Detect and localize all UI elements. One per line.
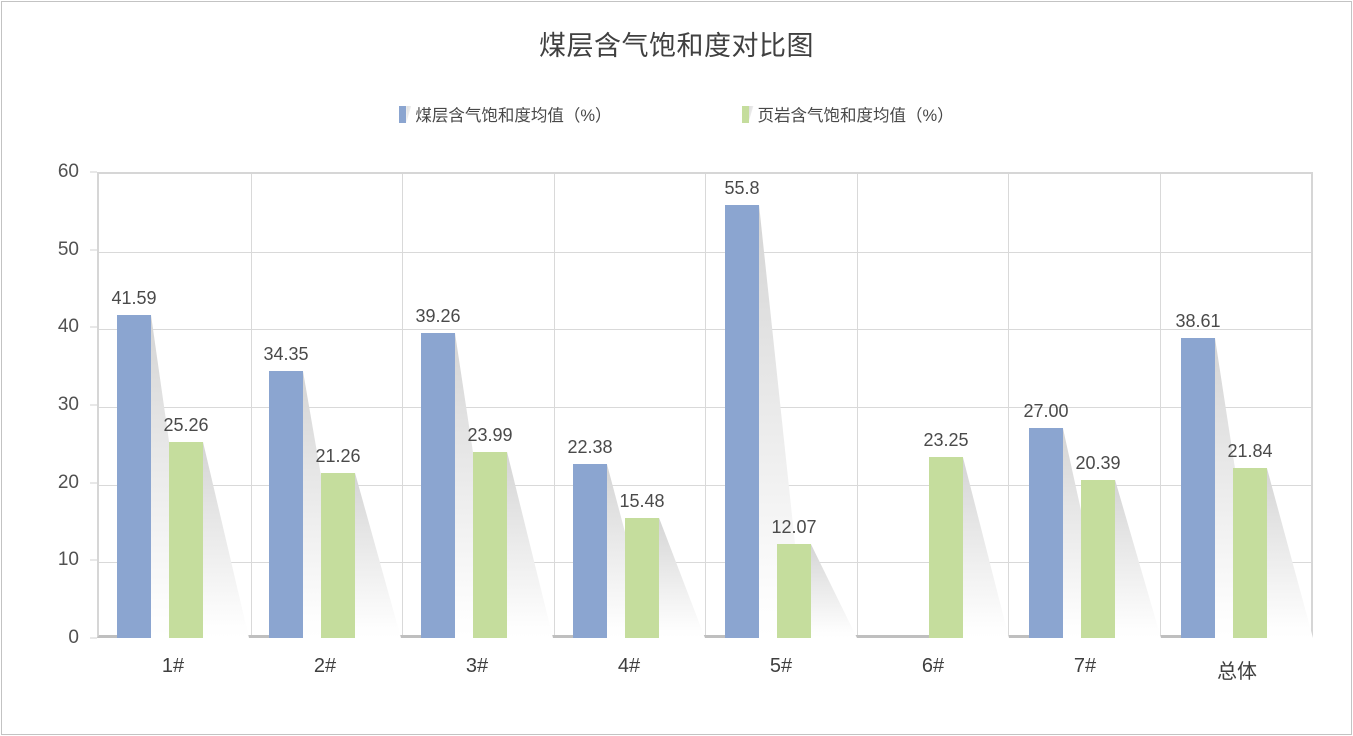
- y-tick-mark: [90, 171, 97, 173]
- bar-总体-series1[interactable]: 38.61: [1175, 311, 1261, 638]
- bar-7#-series2[interactable]: 20.39: [1075, 453, 1161, 638]
- x-axis: 1# 2# 3# 4# 5# 6# 7# 总体: [97, 641, 1313, 691]
- y-tick-label: 50: [57, 238, 79, 260]
- legend-label: 煤层含气饱和度均值（%）: [415, 107, 612, 125]
- x-tick-label-2#: 2#: [313, 655, 337, 677]
- bar-rect[interactable]: [1081, 479, 1115, 638]
- x-tick-label-1#: 1#: [161, 655, 185, 677]
- bar-rect[interactable]: [1233, 468, 1267, 638]
- bar-rect[interactable]: [1029, 428, 1063, 638]
- bar-rect[interactable]: [421, 333, 455, 638]
- y-tick-mark: [90, 404, 97, 406]
- bar-1#-series1[interactable]: 41.59: [111, 288, 197, 638]
- bar-value-label: 34.35: [263, 344, 309, 365]
- bar-value-label: 39.26: [415, 306, 461, 327]
- bar-group-3#: 39.26 23.99: [401, 172, 553, 638]
- bar-rect[interactable]: [117, 314, 151, 638]
- y-tick-mark: [90, 249, 97, 251]
- bar-5#-series1[interactable]: 55.8: [724, 178, 805, 638]
- y-axis: 0 10 20 30 40 50 60: [2, 161, 97, 648]
- bar-shadow: [355, 472, 401, 638]
- bar-group-5#: 55.8 12.07: [705, 172, 857, 638]
- bar-rect[interactable]: [573, 464, 607, 638]
- bar-总体-series2[interactable]: 21.84: [1227, 441, 1313, 638]
- y-tick-label: 60: [57, 161, 79, 182]
- bar-value-label: 23.99: [467, 424, 513, 445]
- bar-group-7#: 27.00 20.39: [1009, 172, 1161, 638]
- y-tick-label: 20: [57, 471, 79, 493]
- bar-rect[interactable]: [725, 204, 759, 638]
- bar-rect[interactable]: [1181, 338, 1215, 638]
- y-tick-label: 40: [57, 316, 79, 338]
- x-tick-label-3#: 3#: [465, 655, 489, 677]
- legend-entry-1[interactable]: 煤层含气饱和度均值（%）: [399, 102, 612, 126]
- bar-shadow: [203, 441, 249, 638]
- bar-value-label: 21.84: [1227, 441, 1273, 462]
- bar-shadow: [811, 544, 857, 638]
- bar-rect[interactable]: [929, 457, 963, 638]
- chart-legend: 煤层含气饱和度均值（%） 页岩含气饱和度均值（%）: [2, 102, 1351, 126]
- bar-6#-series2[interactable]: 23.25: [923, 430, 1009, 638]
- y-tick-mark: [90, 637, 97, 639]
- bar-value-label: 27.00: [1023, 401, 1069, 422]
- bar-2#-series1[interactable]: 34.35: [263, 344, 349, 638]
- bar-rect[interactable]: [269, 371, 303, 638]
- bar-value-label: 15.48: [619, 490, 665, 511]
- bar-7#-series1[interactable]: 27.00: [1023, 401, 1109, 638]
- bar-shadow: [1115, 479, 1161, 638]
- legend-entry-2[interactable]: 页岩含气饱和度均值（%）: [741, 102, 954, 126]
- bar-3#-series2[interactable]: 23.99: [467, 425, 553, 638]
- legend-swatch-icon: [741, 105, 754, 123]
- bar-rect[interactable]: [625, 517, 659, 638]
- bar-value-label: 12.07: [771, 517, 817, 538]
- x-tick-label-总体: 总体: [1217, 661, 1257, 683]
- bar-value-label: 41.59: [111, 287, 157, 308]
- bar-group-1#: 41.59 25.26: [97, 172, 249, 638]
- x-tick-label-7#: 7#: [1073, 655, 1097, 677]
- bar-group-总体: 38.61 21.84: [1161, 172, 1313, 638]
- y-tick-label: 10: [57, 549, 79, 571]
- y-tick-mark: [90, 559, 97, 561]
- bar-shadow: [659, 517, 705, 638]
- legend-label: 页岩含气饱和度均值（%）: [757, 107, 954, 125]
- bar-value-label: 21.26: [315, 445, 361, 466]
- bar-series-layer: 41.59 25.26 34.35 21.26 39.26 23.99 22.38 15.48…: [97, 172, 1313, 638]
- bar-2#-series2[interactable]: 21.26: [315, 446, 401, 638]
- bar-value-label: 55.8: [724, 177, 760, 198]
- bar-1#-series2[interactable]: 25.26: [163, 415, 249, 638]
- chart-title: 煤层含气饱和度对比图: [539, 31, 814, 61]
- bar-shadow: [963, 457, 1009, 638]
- bar-rect[interactable]: [169, 441, 203, 638]
- x-tick-label-4#: 4#: [617, 655, 641, 677]
- y-tick-label: 30: [57, 394, 79, 415]
- bar-4#-series2[interactable]: 15.48: [619, 491, 705, 638]
- bar-rect[interactable]: [473, 451, 507, 638]
- bar-value-label: 23.25: [923, 430, 969, 451]
- x-tick-label-6#: 6#: [921, 655, 945, 677]
- bar-value-label: 20.39: [1075, 452, 1121, 473]
- bar-3#-series1[interactable]: 39.26: [415, 306, 501, 638]
- bar-group-4#: 22.38 15.48: [553, 172, 705, 638]
- bar-shadow: [1267, 468, 1313, 638]
- y-tick-mark: [90, 326, 97, 328]
- y-tick-mark: [90, 482, 97, 484]
- y-tick-label: 0: [68, 627, 79, 648]
- bar-value-label: 22.38: [567, 437, 613, 458]
- bar-group-2#: 34.35 21.26: [249, 172, 401, 638]
- bar-rect[interactable]: [321, 472, 355, 638]
- legend-swatch-icon: [399, 105, 412, 123]
- bar-shadow: [507, 451, 553, 638]
- bar-4#-series1[interactable]: 22.38: [567, 437, 653, 638]
- bar-rect[interactable]: [777, 544, 811, 638]
- bar-value-label: 25.26: [163, 414, 209, 435]
- bar-group-6#: 23.25: [857, 172, 1009, 638]
- x-tick-label-5#: 5#: [769, 655, 793, 677]
- bar-5#-series2[interactable]: 12.07: [771, 517, 857, 638]
- bar-value-label: 38.61: [1175, 311, 1221, 332]
